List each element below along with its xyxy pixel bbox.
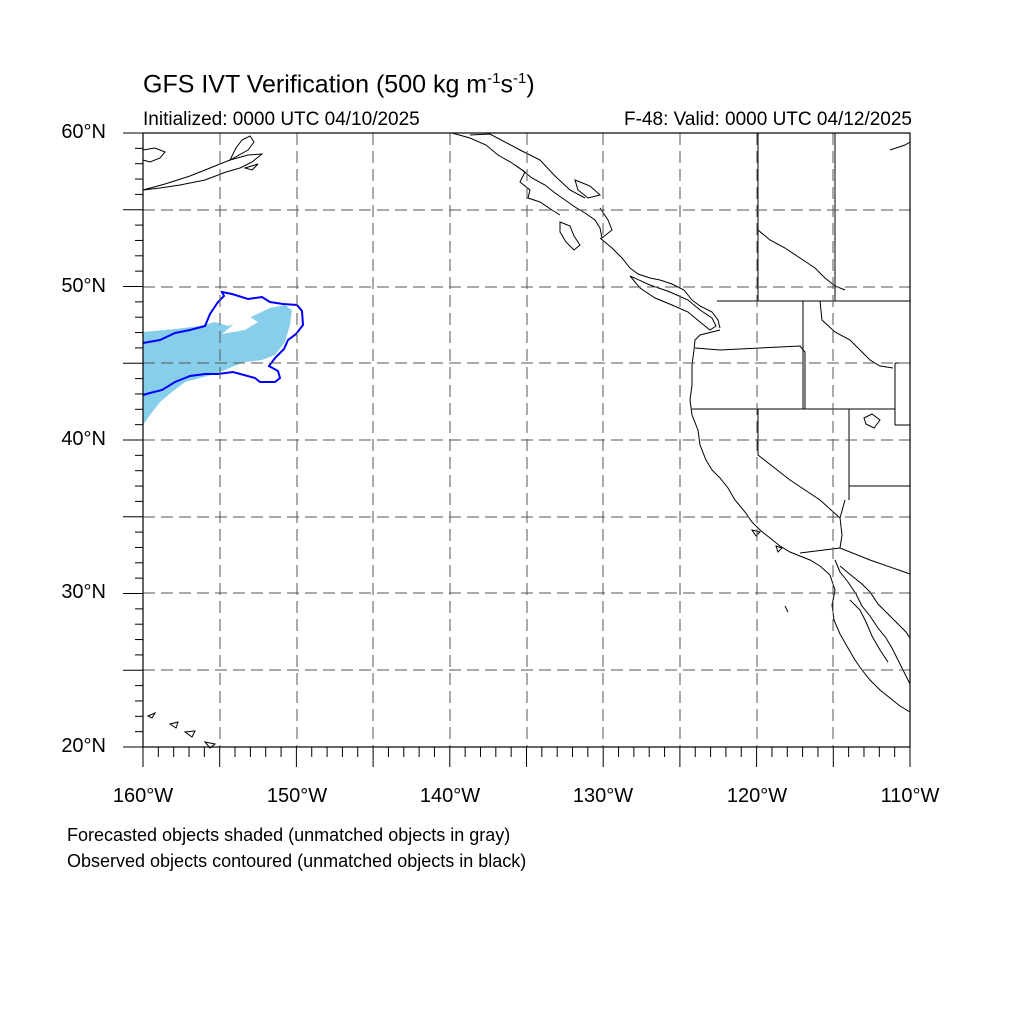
observed-object-contour (142, 290, 305, 396)
political-borders (692, 133, 911, 575)
lat-label-60: 60°N (61, 121, 106, 143)
valid-time: F-48: Valid: 0000 UTC 04/12/2025 (624, 109, 912, 130)
axis-ticks (123, 132, 911, 767)
coastlines (142, 132, 911, 749)
lon-label-120w: 120°W (726, 785, 788, 807)
lat-label-30: 30°N (61, 581, 106, 603)
footnote-observed: Observed objects contoured (unmatched ob… (67, 851, 527, 871)
lon-label-160w: 160°W (112, 785, 174, 807)
lat-label-20: 20°N (61, 735, 106, 757)
lon-label-110w: 110°W (880, 785, 940, 807)
initialized-time: Initialized: 0000 UTC 04/10/2025 (143, 109, 420, 130)
lon-label-150w: 150°W (266, 785, 328, 807)
lat-label-40: 40°N (61, 428, 106, 450)
lon-label-130w: 130°W (572, 785, 634, 807)
footnote-forecast: Forecasted objects shaded (unmatched obj… (67, 825, 511, 845)
lat-label-50: 50°N (61, 275, 106, 297)
forecast-object-shaded (143, 305, 292, 425)
graticule (143, 133, 910, 747)
lon-label-140w: 140°W (419, 785, 481, 807)
map-title: GFS IVT Verification (500 kg m-1s-1) (143, 70, 535, 99)
